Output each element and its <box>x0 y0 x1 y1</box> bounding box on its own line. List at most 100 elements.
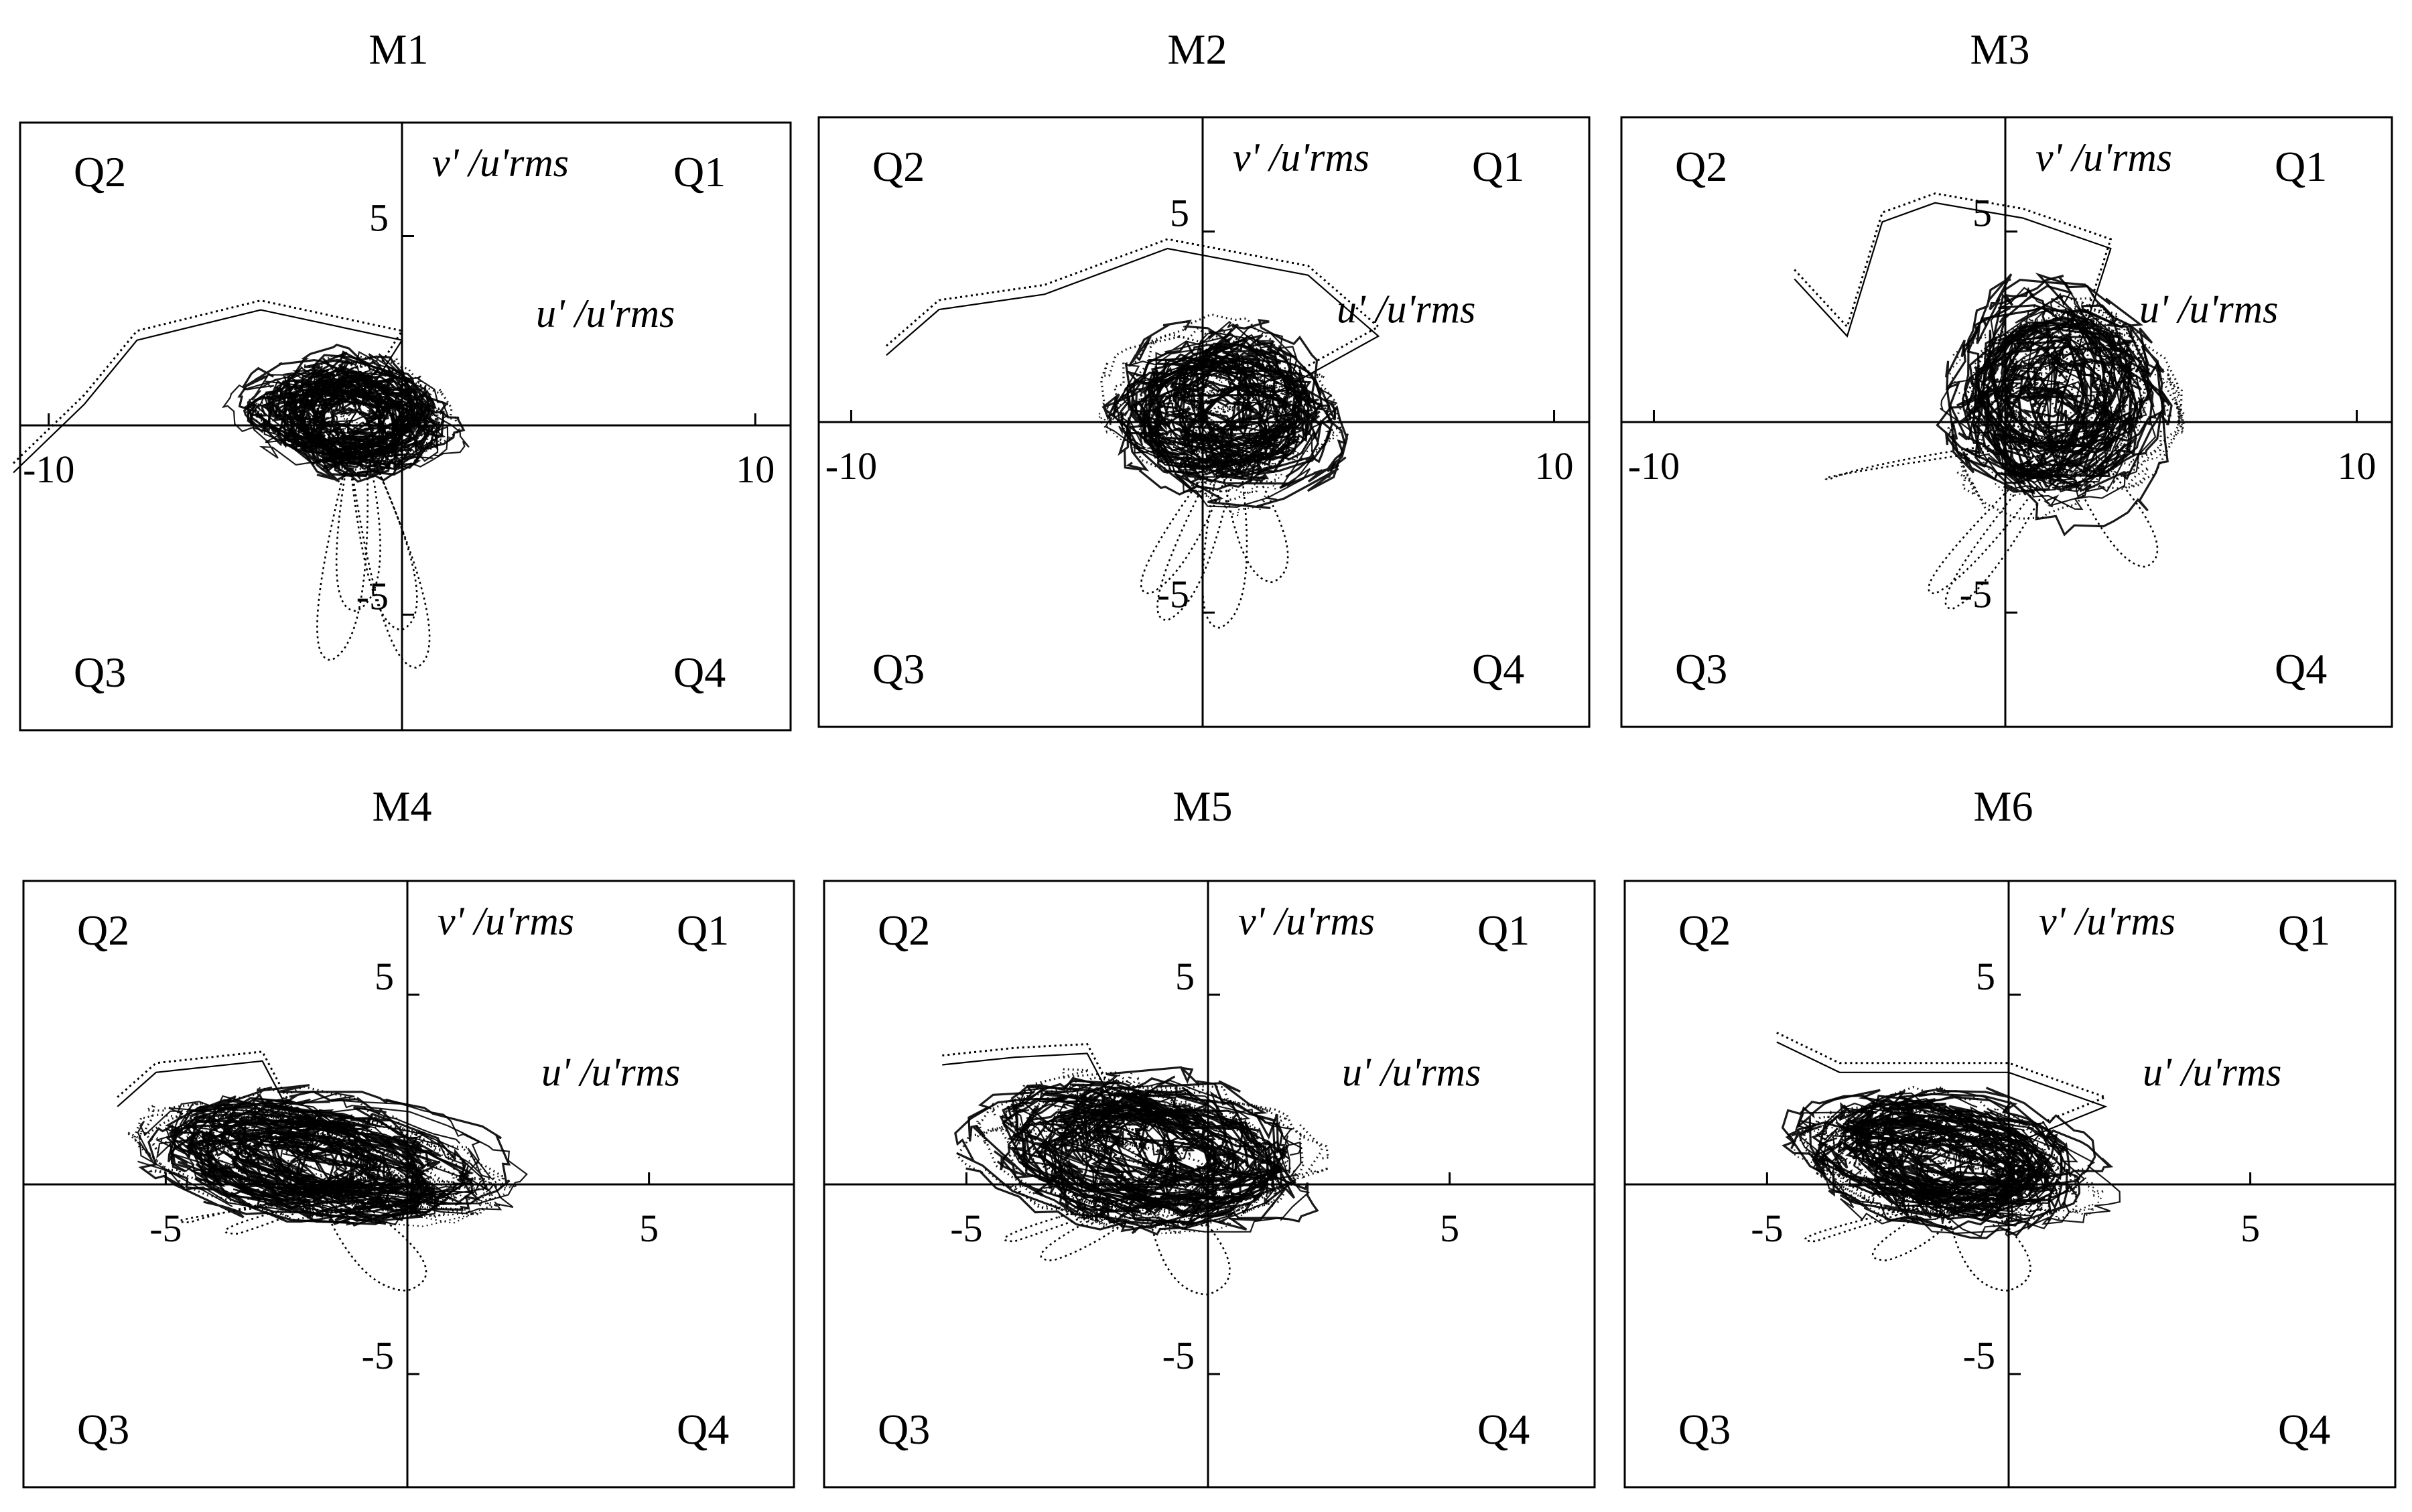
trajectory-loop <box>249 1134 458 1211</box>
trajectory-loop <box>193 1085 431 1197</box>
trajectory-tail <box>886 247 1380 425</box>
chart-title: M6 <box>1974 782 2033 830</box>
trajectory-loop <box>1149 328 1298 453</box>
trajectory-loop <box>211 1117 485 1200</box>
trajectory-loop <box>174 1098 433 1194</box>
y-tick-label: -5 <box>356 575 389 618</box>
x-axis-label: u' /u'rms <box>536 291 675 336</box>
trajectory-loop <box>237 1090 421 1196</box>
trajectory-loop <box>1939 362 2125 445</box>
y-axis-label: v' /u'rms <box>2035 135 2172 180</box>
trajectory-loop <box>1045 1108 1181 1222</box>
trajectory-excursion <box>316 444 369 661</box>
y-tick-label: 5 <box>369 196 389 240</box>
x-tick-label: -5 <box>950 1207 982 1250</box>
quadrant-label-q1: Q1 <box>673 148 726 196</box>
chart-panel-6: M6 -5 5 5 -5 v' /u'rms u' /u'rms Q1 Q2 Q3 Q4 <box>1623 782 2397 1489</box>
trajectory-loop <box>241 1109 504 1192</box>
trajectory-loop <box>218 1113 497 1227</box>
trajectory-loop <box>1187 368 1292 517</box>
trajectory-loop <box>1945 306 2123 493</box>
trajectory-loop <box>231 1105 366 1196</box>
y-tick-label: -5 <box>362 1334 394 1377</box>
chart-title: M5 <box>1173 782 1233 830</box>
trajectory-loop <box>1150 343 1306 447</box>
chart-title: M4 <box>373 782 432 830</box>
x-tick-label: -5 <box>149 1207 182 1250</box>
x-tick-label: 5 <box>639 1207 659 1250</box>
trajectory-loop <box>1187 400 1288 480</box>
trajectory-loop <box>1911 1148 2019 1209</box>
chart-panel-1: M1 -10 10 5 -5 v' /u'rms u' /u'rms Q1 Q2 Q3 Q4 <box>12 25 792 732</box>
trajectory-loop <box>1076 1087 1264 1206</box>
x-axis-label: u' /u'rms <box>2143 1050 2281 1094</box>
trajectory-loop <box>1112 347 1275 468</box>
trajectory-excursion <box>348 443 418 631</box>
trajectory-excursion <box>348 443 431 669</box>
trajectory-loop <box>136 1111 401 1221</box>
trajectory-loop <box>1996 321 2157 510</box>
quadrant-label-q2: Q2 <box>77 906 129 954</box>
trajectory-loop <box>2038 301 2137 430</box>
trajectory-excursion <box>2057 433 2159 568</box>
trajectory-loop <box>1179 385 1297 494</box>
trajectory-loop <box>1966 318 2079 496</box>
trajectory-tail <box>117 1050 322 1162</box>
y-tick-label: 5 <box>1175 955 1195 998</box>
trajectory-loop <box>1193 362 1306 438</box>
quadrant-label-q2: Q2 <box>872 143 925 190</box>
trajectory-excursion <box>1824 432 2076 480</box>
y-tick-label: -5 <box>1960 572 1992 616</box>
y-axis-label: v' /u'rms <box>438 899 574 943</box>
trajectory-excursion <box>1144 1184 1231 1296</box>
trajectory-loop <box>1846 1111 2054 1183</box>
trajectory-loop <box>292 385 423 456</box>
trajectory-loop <box>975 1085 1231 1215</box>
trajectory-tail <box>942 1052 1146 1164</box>
quadrant-label-q2: Q2 <box>1675 143 1727 190</box>
trajectory-loop <box>168 1099 431 1221</box>
trajectory-loop <box>2023 315 2117 449</box>
y-axis-label: v' /u'rms <box>1238 899 1375 943</box>
x-axis-label: u' /u'rms <box>541 1050 680 1094</box>
trajectory-loop <box>191 1131 436 1223</box>
trajectory-loop <box>271 387 375 468</box>
chart-panel-4: M4 -5 5 5 -5 v' /u'rms u' /u'rms Q1 Q2 Q3 Q4 <box>22 782 795 1489</box>
trajectory-loop <box>1146 383 1343 464</box>
quadrant-label-q2: Q2 <box>1678 906 1731 954</box>
x-tick-label: 10 <box>1535 444 1574 488</box>
x-axis-label: u' /u'rms <box>1342 1050 1481 1094</box>
trajectory-loop <box>312 381 442 471</box>
trajectory-cloud <box>954 1066 1332 1236</box>
trajectory-excursion <box>1040 1184 1170 1261</box>
quadrant-label-q4: Q4 <box>1477 1405 1530 1453</box>
chart-title: M1 <box>369 25 429 73</box>
quadrant-label-q4: Q4 <box>677 1405 729 1453</box>
trajectory-loop <box>1924 1130 2050 1238</box>
trajectory-loop <box>1989 308 2154 456</box>
chart-panel-2: M2 -10 10 5 -5 v' /u'rms u' /u'rms Q1 Q2 Q3 Q4 <box>817 25 1591 728</box>
trajectory-loop <box>2032 317 2147 455</box>
quadrant-label-q1: Q1 <box>1472 143 1524 190</box>
trajectory-loop <box>1036 1109 1219 1206</box>
trajectory-loop <box>1135 1100 1263 1184</box>
trajectory-loop <box>1164 358 1342 475</box>
y-axis-label: v' /u'rms <box>2039 899 2175 943</box>
trajectory-excursion <box>178 1191 345 1223</box>
trajectory-tail <box>1776 1041 2108 1172</box>
quadrant-label-q2: Q2 <box>878 906 930 954</box>
trajectory-excursion <box>335 444 381 612</box>
y-tick-label: 5 <box>1972 192 1992 235</box>
trajectory-excursion <box>1140 444 1239 595</box>
trajectory-loop <box>259 399 418 461</box>
trajectory-loop <box>222 1117 379 1182</box>
trajectory-loop <box>137 1107 429 1226</box>
quadrant-label-q4: Q4 <box>2278 1405 2330 1453</box>
trajectory-tail <box>942 1042 1146 1155</box>
trajectory-loop <box>1122 352 1251 448</box>
trajectory-loop <box>1781 1095 2027 1198</box>
trajectory-loop <box>1862 1118 2121 1230</box>
trajectory-loop <box>1080 1102 1276 1230</box>
quadrant-label-q1: Q1 <box>2275 143 2327 190</box>
